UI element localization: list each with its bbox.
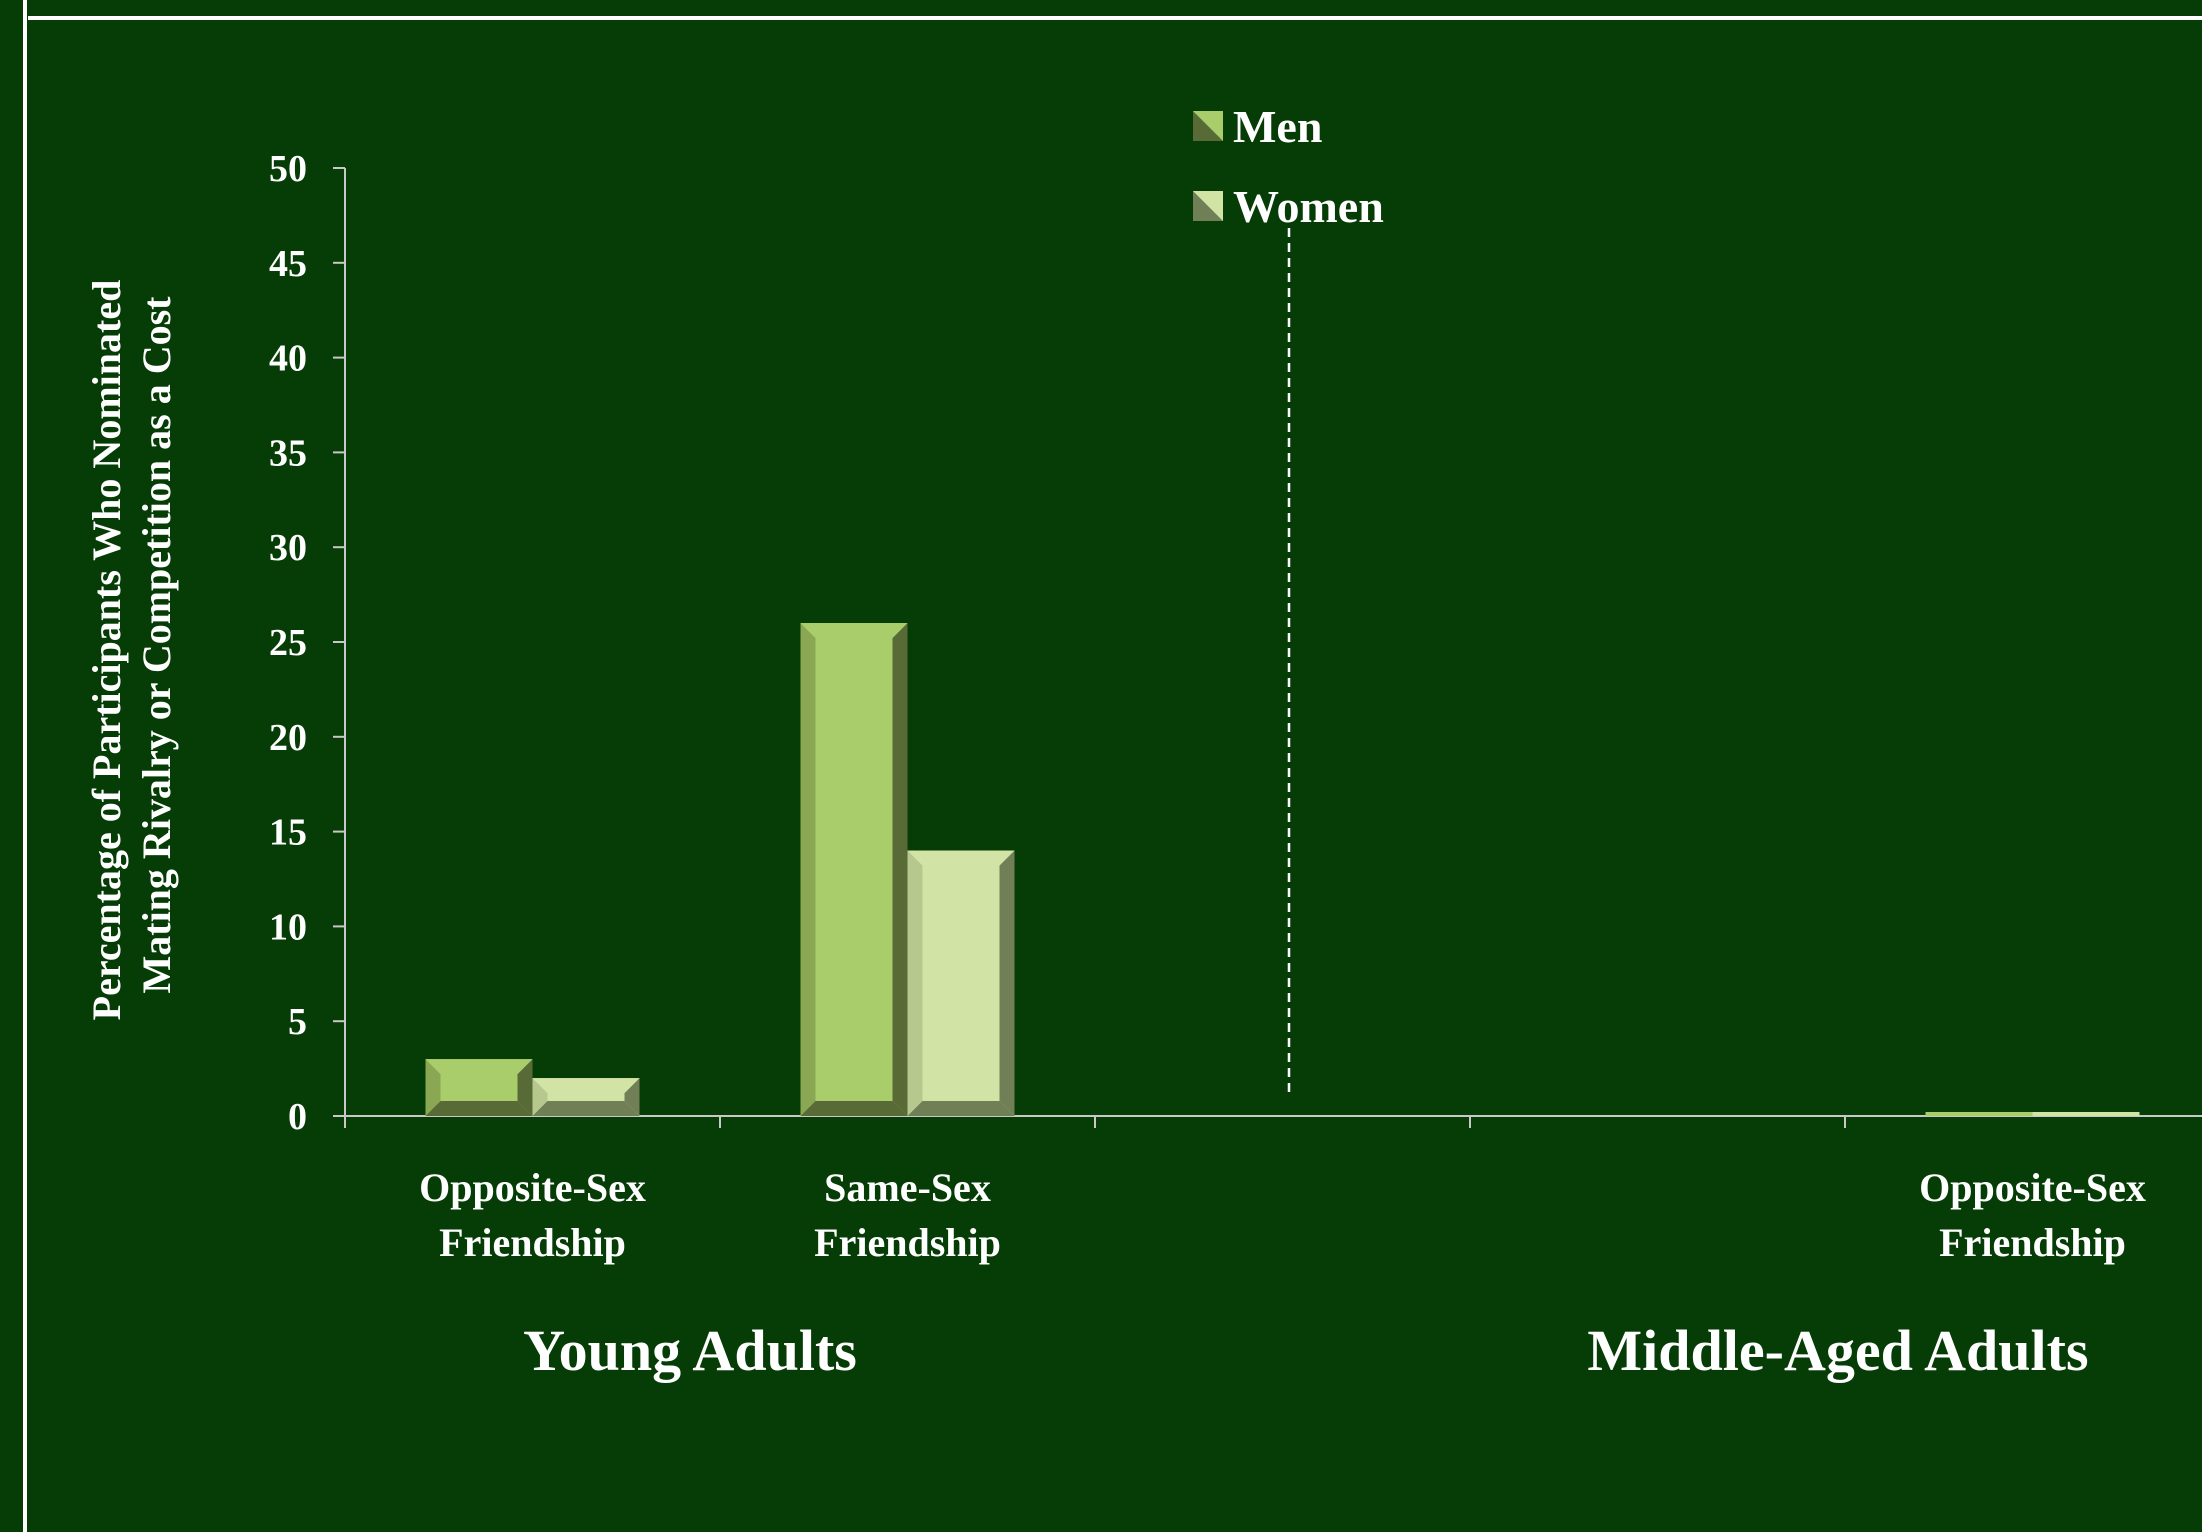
- y-tick-label: 30: [269, 527, 307, 569]
- bar-women: [907, 850, 1015, 1116]
- y-tick-label: 20: [269, 717, 307, 759]
- y-tick-label: 10: [269, 906, 307, 948]
- y-tick-label: 35: [269, 432, 307, 474]
- y-axis-title-line-1: Percentage of Participants Who Nominated: [84, 280, 129, 1021]
- bar-women: [2032, 1112, 2140, 1116]
- legend-swatch-women: [1193, 191, 1223, 221]
- y-tick-label: 0: [288, 1096, 307, 1138]
- y-tick-label: 25: [269, 622, 307, 664]
- legend-label-women: Women: [1233, 181, 1384, 232]
- bar-men: [1925, 1112, 2033, 1116]
- legend-swatch-men: [1193, 111, 1223, 141]
- y-tick-label: 40: [269, 338, 307, 380]
- legend: Men Women: [1193, 101, 1384, 232]
- bar-women: [532, 1078, 640, 1116]
- y-tick-label: 5: [288, 1001, 307, 1043]
- legend-label-men: Men: [1233, 101, 1322, 152]
- y-tick-label: 15: [269, 812, 307, 854]
- group-label: Middle-Aged Adults: [1587, 1318, 2088, 1383]
- y-tick-label: 45: [269, 243, 307, 285]
- bar-men: [800, 623, 908, 1116]
- category-label: Opposite-Sex Friendship: [1919, 1165, 2146, 1265]
- y-axis-title-line-2: Mating Rivalry or Competition as a Cost: [134, 296, 179, 994]
- bar-men: [425, 1059, 533, 1116]
- group-label: Young Adults: [523, 1318, 857, 1383]
- y-axis-title: Percentage of Participants Who Nominated…: [84, 270, 179, 1021]
- category-label: Opposite-Sex Friendship: [419, 1165, 646, 1265]
- y-tick-label: 50: [269, 148, 307, 190]
- category-label: Same-Sex Friendship: [814, 1165, 1001, 1265]
